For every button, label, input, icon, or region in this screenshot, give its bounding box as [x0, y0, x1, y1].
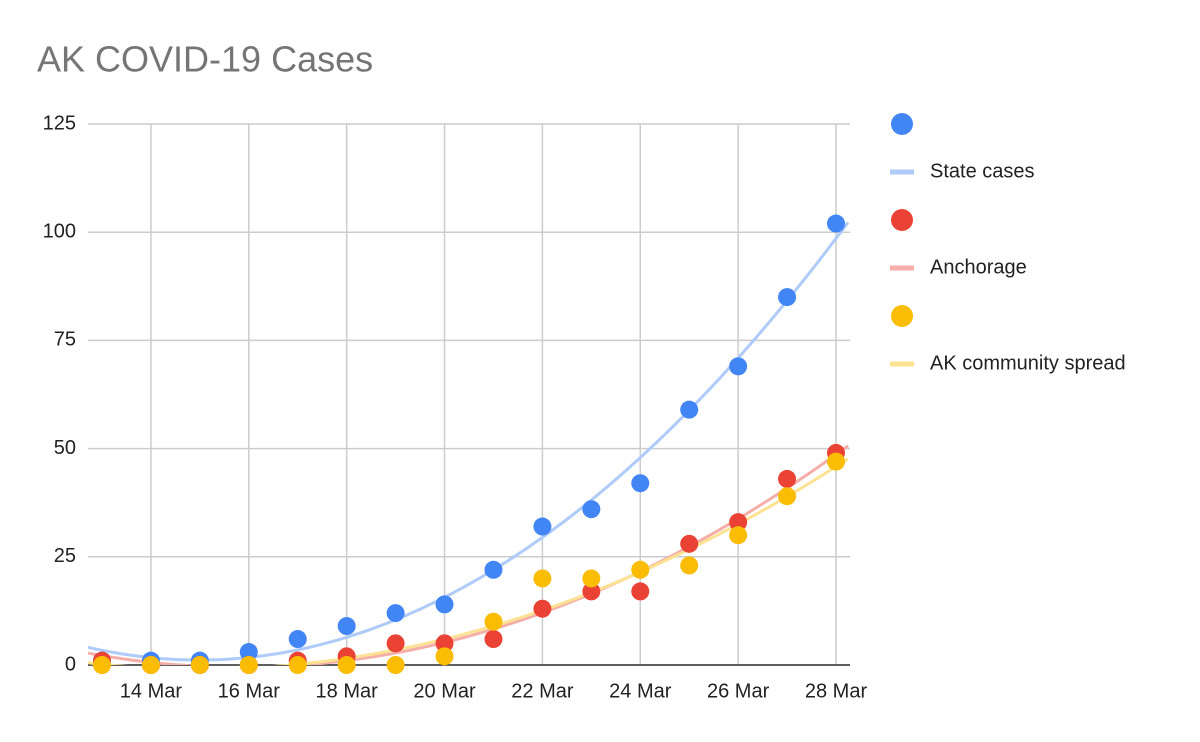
point — [93, 656, 111, 674]
point — [386, 604, 405, 623]
point — [631, 582, 650, 601]
point — [827, 214, 845, 233]
point — [729, 513, 748, 532]
y-tick-label: 50 — [54, 437, 76, 459]
point — [827, 452, 845, 471]
trendline — [88, 444, 849, 665]
legend-marker — [891, 113, 913, 135]
point — [435, 647, 454, 666]
point — [680, 556, 699, 575]
point — [239, 643, 258, 662]
point — [680, 400, 699, 419]
x-tick-label: 26 Mar — [707, 680, 770, 702]
legend-marker — [891, 305, 913, 327]
y-tick-label: 125 — [43, 112, 76, 134]
x-tick-label: 22 Mar — [511, 680, 574, 702]
point — [386, 656, 405, 674]
point — [337, 656, 356, 674]
x-tick-label: 18 Mar — [316, 680, 379, 702]
point — [337, 617, 356, 636]
legend-label: Anchorage — [930, 256, 1027, 278]
y-tick-label: 75 — [54, 329, 76, 351]
legend-label: AK community spread — [930, 352, 1126, 374]
point — [582, 500, 601, 519]
point — [484, 560, 503, 579]
point — [533, 517, 552, 536]
legend-marker — [891, 209, 913, 231]
point — [680, 534, 699, 553]
point — [435, 634, 454, 653]
point — [778, 288, 797, 307]
point — [435, 595, 454, 614]
point — [386, 634, 405, 653]
point — [288, 656, 307, 674]
x-tick-label: 24 Mar — [609, 680, 672, 702]
x-tick-label: 16 Mar — [218, 680, 281, 702]
point — [484, 612, 503, 631]
point — [484, 630, 503, 649]
plot — [88, 221, 850, 665]
point — [533, 599, 552, 618]
trendline — [88, 221, 850, 662]
point — [729, 357, 748, 376]
point — [141, 656, 160, 674]
y-tick-label: 100 — [43, 220, 76, 242]
point — [778, 487, 797, 506]
x-tick-label: 28 Mar — [805, 680, 868, 702]
point — [729, 526, 748, 545]
point — [582, 582, 601, 601]
point — [631, 474, 650, 493]
point — [288, 630, 307, 649]
point — [533, 569, 552, 588]
trendline — [88, 457, 849, 665]
point — [239, 656, 258, 674]
point — [190, 656, 209, 674]
x-tick-label: 20 Mar — [413, 680, 476, 702]
y-tick-label: 0 — [65, 653, 76, 675]
x-tick-label: 14 Mar — [120, 680, 183, 702]
y-tick-label: 25 — [54, 545, 76, 567]
point — [778, 469, 797, 488]
chart-title: AK COVID-19 Cases — [37, 39, 373, 80]
point — [631, 560, 650, 579]
point — [582, 569, 601, 588]
legend-label: State cases — [930, 160, 1035, 182]
